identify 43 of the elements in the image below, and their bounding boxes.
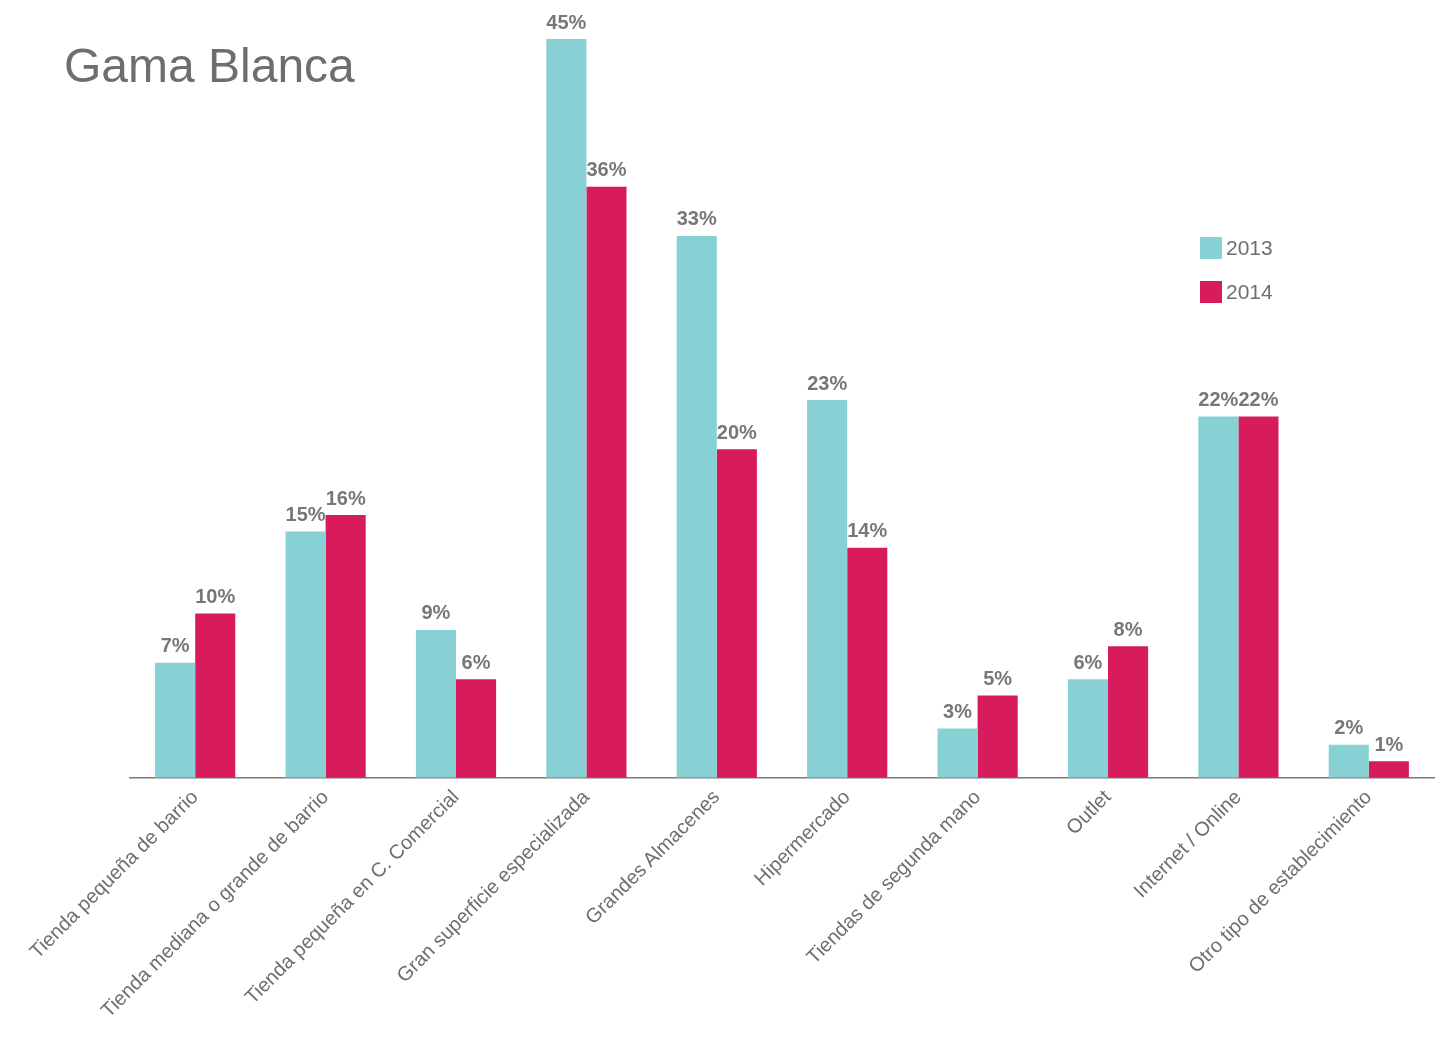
chart-title: Gama Blanca	[64, 39, 355, 92]
bar	[807, 400, 848, 778]
bar	[1238, 416, 1279, 778]
data-label: 6%	[1073, 650, 1103, 673]
data-label: 33%	[676, 207, 717, 230]
data-label: 2%	[1334, 716, 1364, 739]
data-label: 23%	[807, 371, 848, 394]
bar	[937, 728, 978, 778]
data-label: 1%	[1374, 732, 1404, 755]
bar	[977, 695, 1018, 778]
data-label: 3%	[943, 699, 973, 722]
data-label: 6%	[461, 650, 491, 673]
data-label: 15%	[285, 502, 326, 525]
data-label: 7%	[160, 634, 190, 657]
data-label: 5%	[983, 667, 1013, 690]
data-label: 16%	[325, 486, 366, 509]
bar	[716, 449, 757, 778]
bar	[1067, 679, 1108, 778]
bar	[1198, 416, 1239, 778]
bar	[676, 235, 717, 778]
legend-label: 2014	[1226, 279, 1274, 303]
data-label: 8%	[1113, 617, 1143, 640]
bar	[546, 39, 587, 778]
bar	[1108, 646, 1149, 778]
bar	[456, 679, 497, 778]
bar	[415, 629, 456, 778]
data-label: 22%	[1198, 388, 1239, 411]
bar	[325, 515, 366, 778]
data-label: 36%	[586, 158, 627, 181]
bar	[1328, 744, 1369, 778]
data-label: 14%	[847, 519, 888, 542]
data-label: 9%	[421, 601, 451, 624]
bar	[195, 613, 236, 778]
data-label: 20%	[716, 420, 758, 443]
bar	[155, 662, 196, 778]
bar	[285, 531, 326, 778]
data-label: 45%	[546, 10, 587, 33]
bar	[847, 547, 888, 778]
legend-label: 2013	[1226, 235, 1273, 259]
data-label: 22%	[1238, 388, 1279, 411]
bar	[1368, 761, 1409, 778]
data-label: 10%	[195, 585, 236, 608]
bar	[586, 186, 627, 778]
